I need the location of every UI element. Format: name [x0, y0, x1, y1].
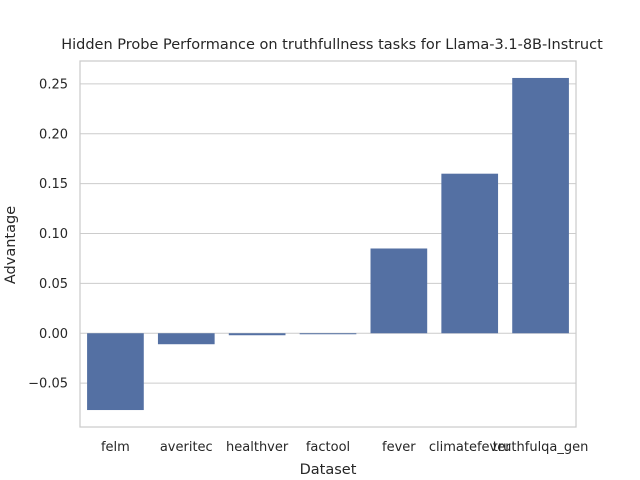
bar-factool: [299, 333, 357, 335]
y-tick-label: 0.15: [39, 177, 68, 192]
y-tick-label: 0.20: [39, 127, 68, 142]
y-tick-labels: −0.05 0.00 0.05 0.10 0.15 0.20 0.25: [28, 77, 68, 391]
bar-felm: [87, 333, 144, 411]
x-tick-label-factool: factool: [306, 440, 350, 455]
bar-climatefever: [441, 173, 499, 334]
bar-healthver: [228, 333, 286, 336]
bar-truthfulqa_gen: [512, 77, 569, 334]
y-tick-label: 0.25: [39, 77, 68, 92]
bars: [87, 77, 569, 411]
bar-fever: [370, 248, 428, 334]
y-tick-label: 0.00: [39, 327, 68, 342]
y-tick-label: 0.05: [39, 277, 68, 292]
x-tick-labels: felm averitec healthver factool fever climate…: [101, 440, 588, 455]
plot-frame: [79, 60, 577, 428]
x-tick-label-fever: fever: [382, 440, 416, 455]
x-axis-label: Dataset: [300, 462, 357, 478]
y-tick-label: −0.05: [28, 377, 68, 392]
y-axis-label: Advantage: [3, 206, 19, 284]
x-tick-label-felm: felm: [101, 440, 130, 455]
chart-title: Hidden Probe Performance on truthfullnes…: [61, 37, 603, 53]
x-tick-label-averitec: averitec: [160, 440, 213, 455]
gridlines: [80, 83, 576, 384]
x-tick-label-climatefever: climatefever: [429, 440, 511, 455]
y-tick-label: 0.10: [39, 227, 68, 242]
x-tick-label-truthfulqa_gen: truthfulqa_gen: [493, 440, 589, 455]
bar-averitec: [157, 333, 215, 345]
x-tick-label-healthver: healthver: [226, 440, 289, 455]
